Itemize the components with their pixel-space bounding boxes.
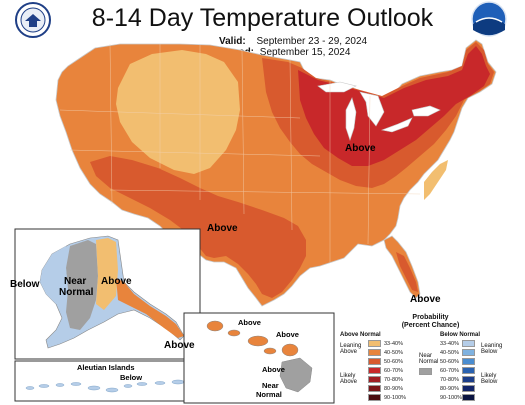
label-hawaii-above-2: Above bbox=[276, 330, 299, 339]
legend-below-bin-label: 90-100% bbox=[440, 394, 463, 401]
great-lakes bbox=[317, 81, 441, 141]
legend-above-header: Above Normal bbox=[340, 332, 381, 338]
valid-dates: September 23 - 29, 2024 bbox=[256, 36, 368, 47]
legend-below-bin-swatch bbox=[462, 376, 475, 383]
legend-above-bin-swatch bbox=[368, 340, 381, 347]
legend-below-bin-label: 50-60% bbox=[440, 358, 459, 365]
legend-below-bin-swatch bbox=[462, 367, 475, 374]
legend-below-bin-swatch bbox=[462, 358, 475, 365]
label-aleutian-title: Aleutian Islands bbox=[77, 363, 135, 372]
state-borders bbox=[59, 43, 421, 262]
map-title: 8-14 Day Temperature Outlook bbox=[91, 4, 434, 32]
alaska-above-lean bbox=[96, 238, 118, 310]
commerce-seal-logo bbox=[15, 2, 51, 38]
legend-below-bin-label: 40-50% bbox=[440, 349, 459, 356]
label-hawaii-above-3: Above bbox=[262, 365, 285, 374]
legend-above-bin-label: 80-90% bbox=[384, 385, 403, 392]
aleutian-inset-box bbox=[14, 360, 201, 402]
legend-above-bin-swatch bbox=[368, 349, 381, 356]
legend-above-bin-label: 50-60% bbox=[384, 358, 403, 365]
label-alaska-normal: Normal bbox=[59, 287, 94, 298]
southern-hot-band bbox=[90, 156, 306, 298]
legend-likely-below: Likely Below bbox=[481, 373, 498, 385]
legend-below-bin-label: 80-90% bbox=[440, 385, 459, 392]
legend-below-bin-swatch bbox=[462, 340, 475, 347]
label-alaska-above: Above bbox=[101, 276, 132, 287]
legend-above-bin-swatch bbox=[368, 358, 381, 365]
label-hawaii-near: Near bbox=[262, 381, 279, 390]
legend-above-bin-swatch bbox=[368, 376, 381, 383]
legend-below-bin-swatch bbox=[462, 349, 475, 356]
legend-leaning-above: Leaning Above bbox=[340, 343, 362, 355]
legend-near-normal: Near Normal bbox=[419, 353, 439, 365]
legend-above-bin-label: 33-40% bbox=[384, 340, 403, 347]
legend-above-bin-swatch bbox=[368, 394, 381, 401]
florida-hot-region bbox=[396, 252, 418, 292]
legend-below-bin-swatch bbox=[462, 394, 475, 401]
legend-below-bin-label: 70-80% bbox=[440, 376, 459, 383]
noaa-logo bbox=[471, 1, 507, 37]
label-above-south: Above bbox=[207, 223, 238, 234]
legend: Probability (Percent Chance) Above Norma… bbox=[336, 311, 525, 405]
legend-leaning-below: Leaning Below bbox=[481, 343, 503, 355]
legend-below-bin-swatch bbox=[462, 385, 475, 392]
legend-above-bin-label: 40-50% bbox=[384, 349, 403, 356]
legend-below-bin-label: 60-70% bbox=[440, 367, 459, 374]
legend-title-1: Probability bbox=[412, 314, 449, 321]
label-above-florida: Above bbox=[410, 294, 441, 305]
legend-above-bin-label: 60-70% bbox=[384, 367, 403, 374]
legend-above-bin-label: 90-100% bbox=[384, 394, 407, 401]
label-alaska-above-se: Above bbox=[164, 340, 195, 351]
hawaii-islands bbox=[206, 320, 313, 393]
great-lakes-core bbox=[298, 46, 490, 166]
legend-below-header: Below Normal bbox=[440, 332, 481, 338]
label-hawaii-normal: Normal bbox=[256, 390, 282, 399]
label-alaska-below: Below bbox=[10, 279, 40, 290]
issued-date: September 15, 2024 bbox=[259, 47, 351, 58]
label-hawaii-above-1: Above bbox=[238, 318, 261, 327]
label-aleutian-below: Below bbox=[120, 373, 143, 382]
mid-atlantic-lean bbox=[424, 160, 448, 200]
legend-near-swatch bbox=[419, 368, 432, 375]
label-above-east: Above bbox=[345, 143, 376, 154]
valid-line: Valid: September 23 - 29, 2024 bbox=[219, 36, 367, 47]
legend-above-bin-label: 70-80% bbox=[384, 376, 403, 383]
legend-below-bin-label: 33-40% bbox=[440, 340, 459, 347]
alaska-above-panhandle bbox=[116, 278, 184, 338]
legend-above-bin-swatch bbox=[368, 367, 381, 374]
aleutian-islands bbox=[25, 379, 185, 393]
alaska-below-west bbox=[40, 246, 68, 304]
legend-above-bin-swatch bbox=[368, 385, 381, 392]
legend-likely-above: Likely Above bbox=[340, 373, 358, 385]
legend-title-2: (Percent Chance) bbox=[401, 322, 460, 329]
valid-label: Valid: bbox=[219, 36, 246, 47]
label-alaska-near: Near bbox=[64, 276, 87, 287]
alaska-near-normal bbox=[66, 240, 98, 330]
northern-plains-lean bbox=[116, 50, 240, 174]
